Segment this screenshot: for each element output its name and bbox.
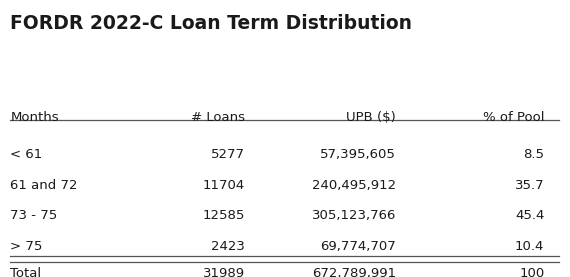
Text: 10.4: 10.4 [515,240,544,253]
Text: 69,774,707: 69,774,707 [320,240,396,253]
Text: 100: 100 [519,267,544,277]
Text: > 75: > 75 [10,240,43,253]
Text: 61 and 72: 61 and 72 [10,179,78,192]
Text: 45.4: 45.4 [515,209,544,222]
Text: 240,495,912: 240,495,912 [312,179,396,192]
Text: 672,789,991: 672,789,991 [312,267,396,277]
Text: 8.5: 8.5 [523,148,544,161]
Text: 5277: 5277 [211,148,245,161]
Text: FORDR 2022-C Loan Term Distribution: FORDR 2022-C Loan Term Distribution [10,14,412,33]
Text: 11704: 11704 [203,179,245,192]
Text: UPB ($): UPB ($) [347,111,396,124]
Text: 2423: 2423 [211,240,245,253]
Text: < 61: < 61 [10,148,43,161]
Text: % of Pool: % of Pool [483,111,544,124]
Text: Total: Total [10,267,42,277]
Text: 57,395,605: 57,395,605 [320,148,396,161]
Text: 73 - 75: 73 - 75 [10,209,58,222]
Text: 12585: 12585 [203,209,245,222]
Text: 305,123,766: 305,123,766 [312,209,396,222]
Text: 35.7: 35.7 [515,179,544,192]
Text: Months: Months [10,111,59,124]
Text: 31989: 31989 [203,267,245,277]
Text: # Loans: # Loans [191,111,245,124]
